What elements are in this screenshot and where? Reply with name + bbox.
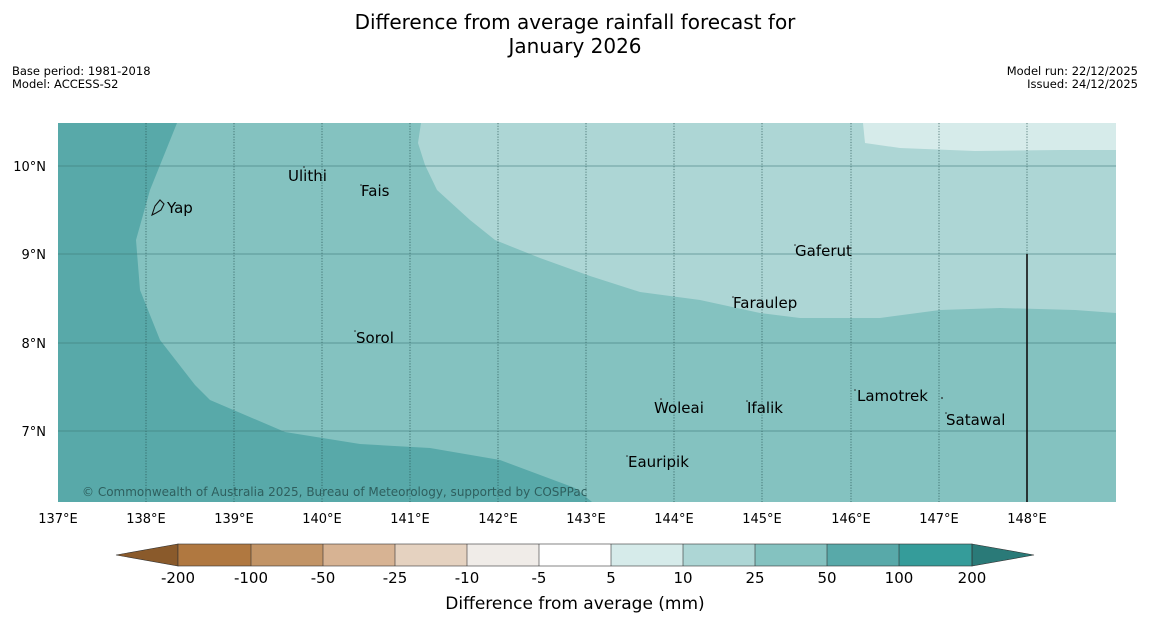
legend-tick-neg10: -10 [455,569,480,587]
model-run: Model run: 22/12/2025 [1006,64,1138,78]
lon-label-147e: 147°E [919,512,959,527]
colorbar-segment-4 [395,544,467,566]
lon-label-137e: 137°E [38,512,78,527]
place-ulithi: Ulithi [288,167,327,185]
legend-tick-50: 50 [817,569,836,587]
lon-label-140e: 140°E [302,512,342,527]
lat-gridlines [58,165,1116,432]
model-name: Model: ACCESS-S2 [12,77,119,91]
issued-date: Issued: 24/12/2025 [1027,77,1138,91]
lat-label-9n: 9°N [22,248,47,263]
place-faraulep: Faraulep [733,294,797,312]
base-period: Base period: 1981-2018 [12,64,151,78]
lat-label-8n: 8°N [22,337,47,352]
legend-tick-neg25: -25 [383,569,408,587]
colorbar: -200 -100 -50 -25 -10 -5 5 10 25 50 100 … [115,543,1035,614]
island-markers [303,166,947,457]
legend-tick-100: 100 [885,569,914,587]
colorbar-segment-9 [755,544,827,566]
colorbar-segment-3 [323,544,395,566]
place-yap: Yap [166,199,193,217]
meta-right: Model run: 22/12/2025 Issued: 24/12/2025 [1007,65,1138,91]
legend-label: Difference from average (mm) [445,594,704,614]
colorbar-arrow-right [971,543,1035,567]
place-lamotrek: Lamotrek [857,387,928,405]
colorbar-arrow-left [115,543,179,567]
legend-tick-200: 200 [958,569,987,587]
place-satawal: Satawal [946,411,1005,429]
lon-label-142e: 142°E [478,512,518,527]
colorbar-segment-10 [827,544,899,566]
band-5-10 [863,123,1116,151]
colorbar-segment-1 [178,544,251,566]
lon-label-146e: 146°E [831,512,871,527]
place-woleai: Woleai [654,399,704,417]
lon-label-139e: 139°E [214,512,254,527]
legend-tick-neg50: -50 [311,569,336,587]
chart-title: Difference from average rainfall forecas… [0,10,1150,58]
place-gaferut: Gaferut [795,242,852,260]
colorbar-segment-8 [683,544,755,566]
colorbar-segment-6 [539,544,611,566]
yap-island-shape [151,199,165,217]
lon-label-143e: 143°E [566,512,606,527]
legend-tick-neg5: -5 [532,569,547,587]
colorbar-segment-7 [611,544,683,566]
meta-left: Base period: 1981-2018 Model: ACCESS-S2 [12,65,151,91]
legend-tick-neg100: -100 [234,569,268,587]
legend-tick-25: 25 [745,569,764,587]
legend-tick-5: 5 [606,569,616,587]
place-fais: Fais [361,182,390,200]
lat-label-10n: 10°N [13,160,46,175]
lon-label-148e: 148°E [1007,512,1047,527]
place-ifalik: Ifalik [747,399,783,417]
lon-label-141e: 141°E [390,512,430,527]
lon-label-144e: 144°E [654,512,694,527]
lat-label-7n: 7°N [22,425,47,440]
lon-label-138e: 138°E [126,512,166,527]
place-eauripik: Eauripik [628,453,689,471]
band-10-25 [418,123,1116,318]
colorbar-segment-11 [899,544,972,566]
legend-tick-10: 10 [673,569,692,587]
map-area [58,123,1116,502]
colorbar-segment-2 [251,544,323,566]
lon-label-145e: 145°E [742,512,782,527]
place-sorol: Sorol [356,329,394,347]
colorbar-segment-5 [467,544,539,566]
title-line-1: Difference from average rainfall forecas… [354,10,796,34]
title-line-2: January 2026 [508,34,642,58]
legend-tick-neg200: -200 [161,569,195,587]
copyright-text: © Commonwealth of Australia 2025, Bureau… [82,485,587,499]
